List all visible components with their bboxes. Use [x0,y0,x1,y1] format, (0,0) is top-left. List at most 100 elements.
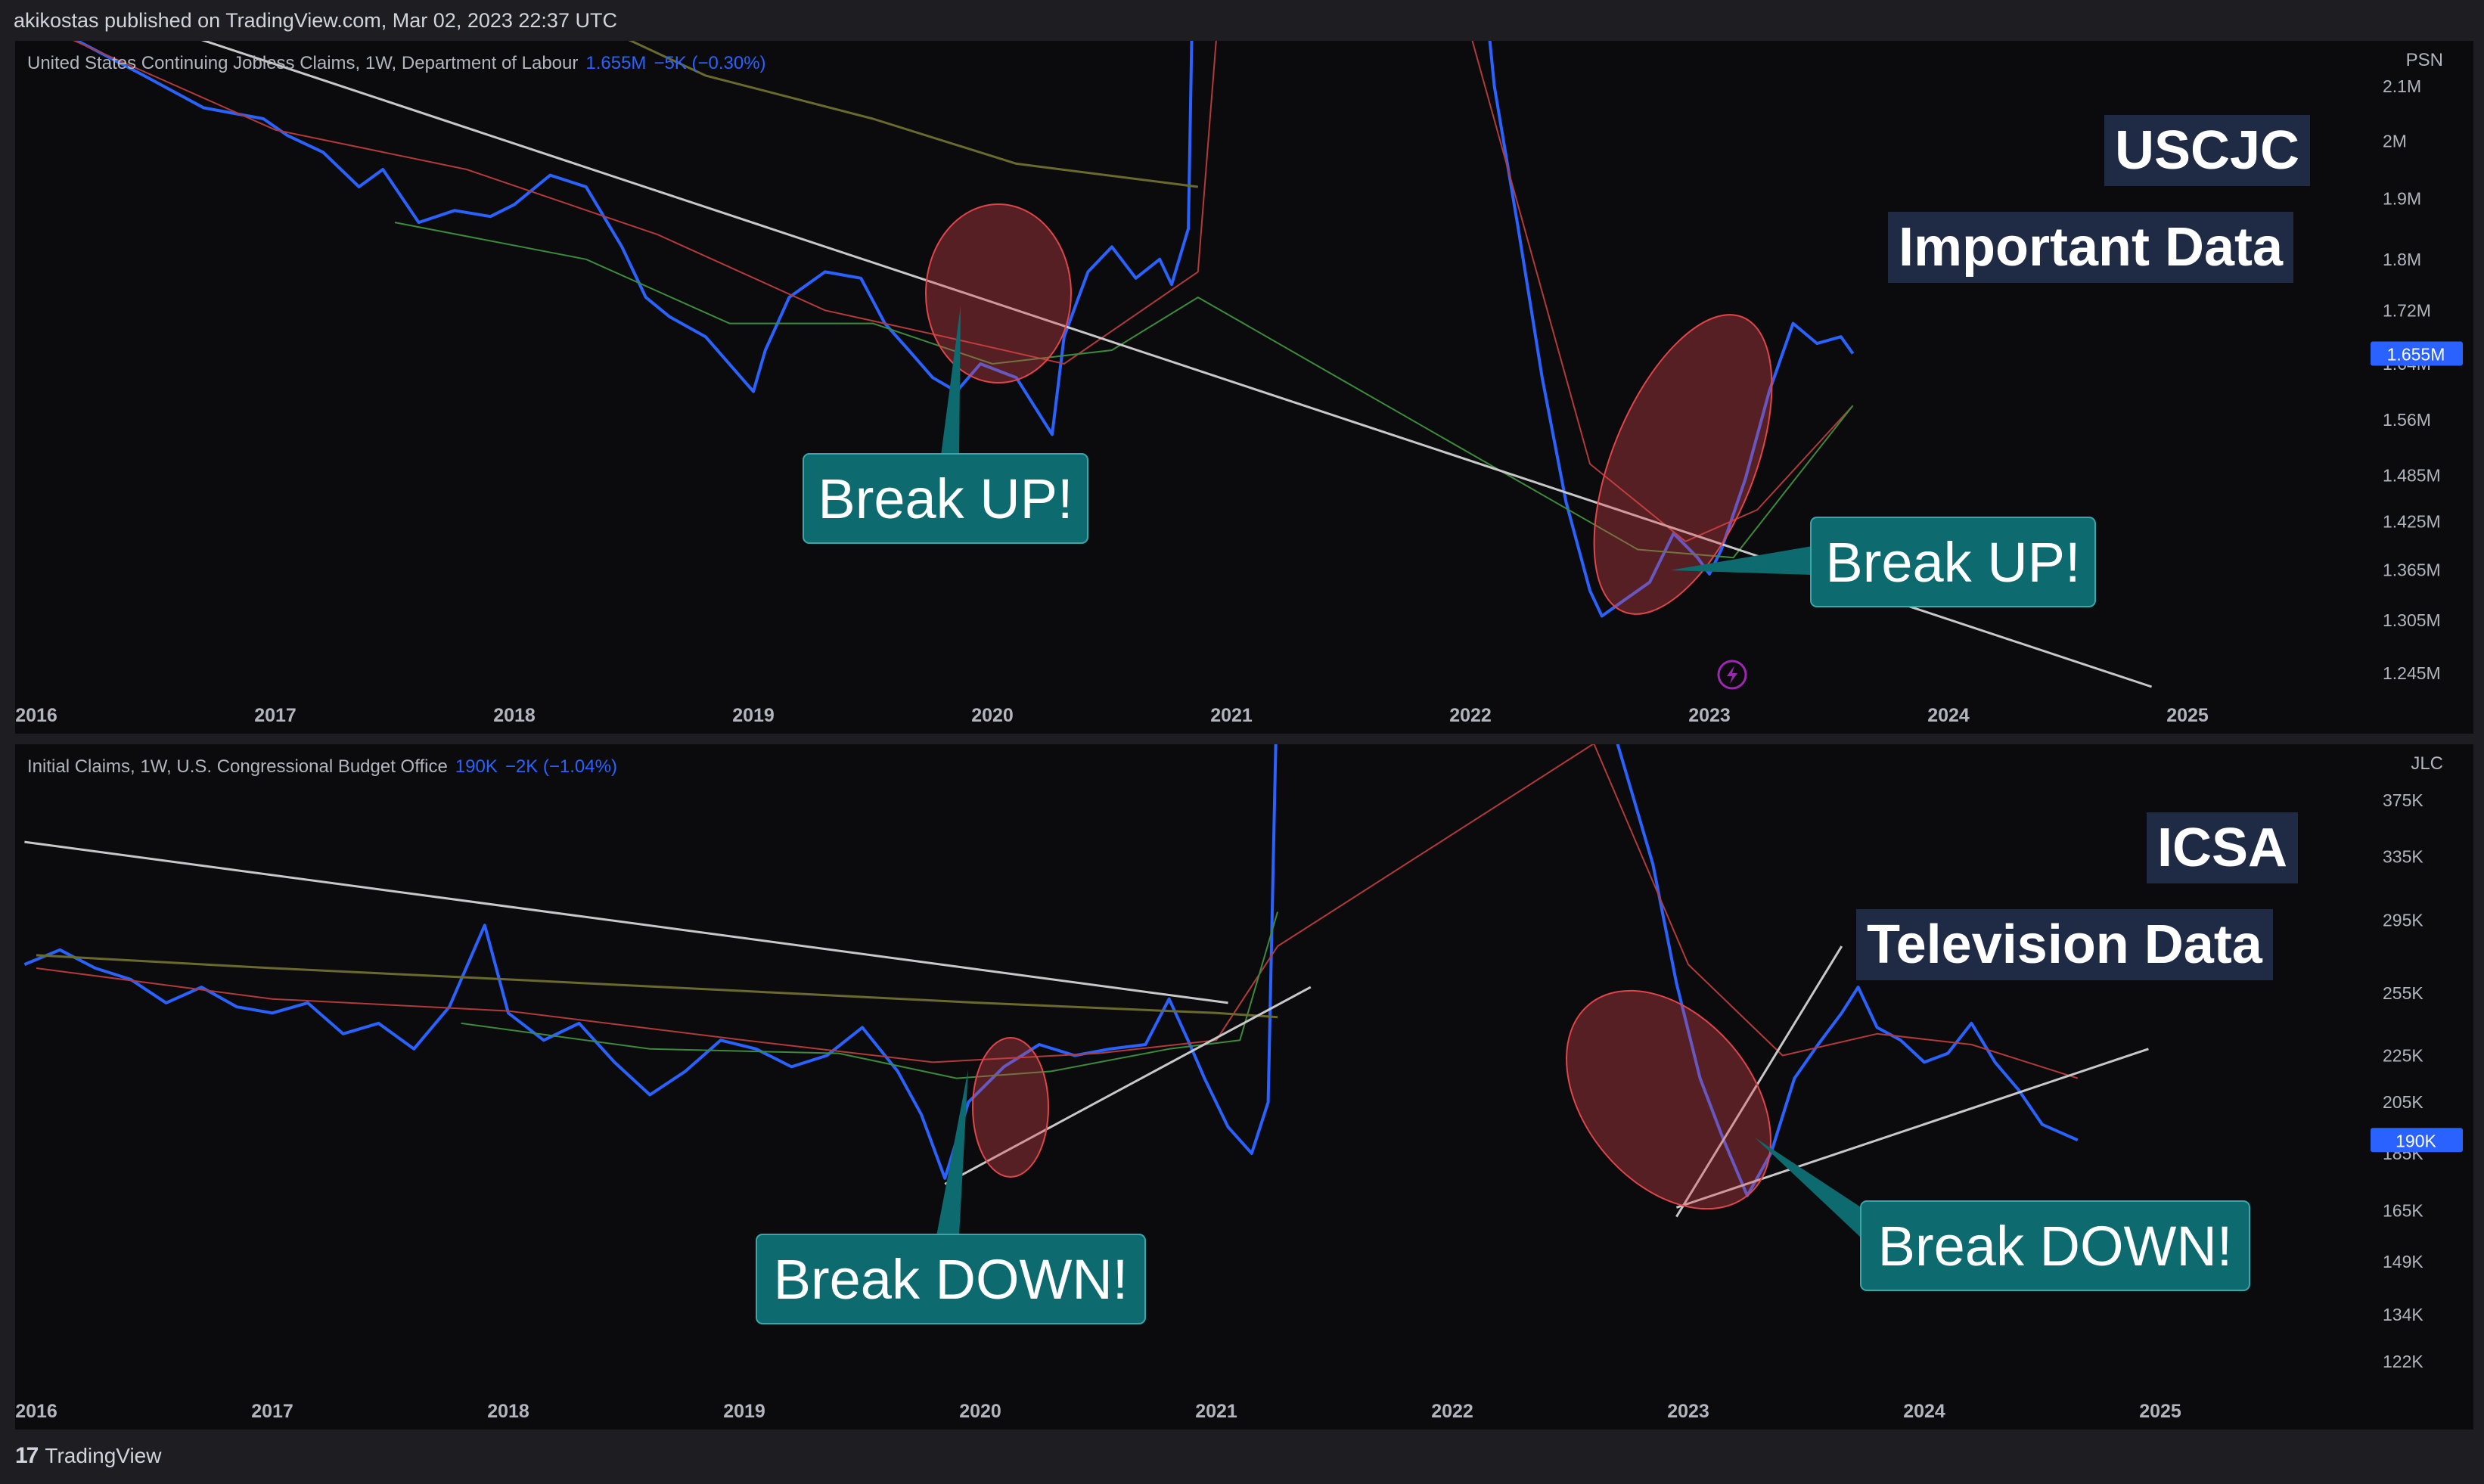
y-tick-label: 1.365M [2383,560,2441,579]
y-tick-label: 1.9M [2383,189,2421,209]
y-tick-label: 1.56M [2383,410,2431,430]
label-important-data: Important Data [1888,212,2294,283]
y-tick-label: 255K [2383,983,2423,1003]
callout-tail [1755,1138,1861,1237]
x-tick-label: 2021 [1210,705,1253,726]
highlight-ellipse [1593,314,1773,615]
chart-pane-icsa[interactable]: Break DOWN! Break DOWN! 375K 335K 295K 255K 22… [15,744,2473,1430]
y-tick-label: 2.1M [2383,76,2421,96]
x-tick-label: 2019 [732,705,775,726]
trendline [1675,945,1843,1218]
legend-uscjc[interactable]: United States Continuing Jobless Claims,… [27,53,766,74]
footer-bar: 17 TradingView [0,1430,2484,1484]
legend-value: 1.655M [585,53,647,73]
moving-average-long [36,954,1278,1019]
legend-name: Initial Claims, 1W, U.S. Congressional B… [27,756,448,777]
y-tick-label: 1.72M [2383,300,2431,320]
label-uscjc: USCJC [2104,115,2311,186]
label-television-data: Television Data [1856,909,2273,980]
moving-average-fast [73,41,1854,542]
moving-average-slow [461,911,1279,1079]
current-value-tag [2371,1128,2463,1153]
callout-label: Break UP! [818,467,1073,530]
current-value-tag [2371,341,2463,366]
current-value-label: 190K [2396,1131,2436,1150]
current-value-label: 1.655M [2387,344,2445,364]
callout-box [1860,1200,2250,1291]
brand-label: TradingView [45,1444,162,1467]
x-tick-label: 2017 [251,1401,293,1422]
legend-name: United States Continuing Jobless Claims,… [27,53,579,73]
y-tick-label: 1.245M [2383,663,2441,683]
callout-box [1810,517,2096,607]
legend-change: −2K (−1.04%) [505,756,617,777]
highlight-ellipse [1566,989,1771,1210]
callout-tail [936,1070,968,1236]
series-line [73,41,1855,618]
y-tick-label: 335K [2383,847,2423,867]
series-line [23,744,2079,1197]
x-tick-label: 2020 [959,1401,1001,1422]
axis-unit-label: JLC [2411,753,2443,774]
callout-label: Break UP! [1825,531,2080,594]
lightning-icon-glyph [1727,666,1737,684]
y-tick-label: 134K [2383,1305,2423,1324]
y-tick-label: 122K [2383,1352,2423,1371]
moving-average-slow [394,222,1854,559]
legend-change: −5K (−0.30%) [654,53,766,73]
x-tick-label: 2018 [487,1401,529,1422]
x-tick-label: 2024 [1927,705,1970,726]
tradingview-brand[interactable]: 17 TradingView [15,1443,161,1469]
chart-canvas-icsa[interactable]: Break DOWN! Break DOWN! 375K 335K 295K 255K 22… [15,744,2473,1430]
y-tick-label: 225K [2383,1046,2423,1066]
x-tick-label: 2018 [493,705,536,726]
axis-unit-label: PSN [2405,50,2443,70]
trendline [24,840,1228,1004]
callout-label: Break DOWN! [774,1248,1129,1311]
moving-average-fast [36,744,2079,1079]
x-tick-label: 2016 [15,1401,57,1422]
callout-box [803,453,1088,544]
callout-label: Break DOWN! [1878,1215,2233,1278]
y-tick-label: 205K [2383,1092,2423,1112]
plot-area [23,744,2149,1218]
x-tick-label: 2025 [2166,705,2209,726]
x-tick-label: 2017 [254,705,297,726]
y-tick-label: 1.305M [2383,610,2441,630]
tradingview-logo-icon: 17 [15,1443,39,1468]
y-tick-label: 295K [2383,911,2423,930]
highlight-ellipse [972,1037,1049,1178]
trendline [1675,1048,2149,1209]
y-tick-label: 2M [2383,131,2407,151]
x-tick-label: 2021 [1195,1401,1237,1422]
y-tick-label: 1.485M [2383,465,2441,485]
moving-average-long [628,41,1198,188]
y-tick-label: 1.8M [2383,250,2421,269]
label-icsa: ICSA [2147,812,2299,883]
legend-value: 190K [455,756,498,777]
y-tick-label: 1.425M [2383,512,2441,532]
lightning-icon [1717,660,1747,690]
x-tick-label: 2016 [15,705,57,726]
callout-tail [1670,546,1812,575]
chart-pane-uscjc[interactable]: Break UP! Break UP! 2.1M 2M 1.9M 1.8M 1.72M 1.6… [15,41,2473,734]
top-bar: akikostas published on TradingView.com, … [0,0,2484,42]
callout-tail [941,306,961,455]
y-tick-label: 165K [2383,1200,2423,1220]
y-tick-label: 375K [2383,790,2423,810]
x-tick-label: 2022 [1431,1401,1473,1422]
chart-canvas-uscjc[interactable]: Break UP! Break UP! 2.1M 2M 1.9M 1.8M 1.72M 1.6… [15,41,2473,734]
legend-icsa[interactable]: Initial Claims, 1W, U.S. Congressional B… [27,756,617,778]
highlight-ellipse [925,203,1072,383]
x-tick-label: 2022 [1449,705,1492,726]
x-tick-label: 2020 [971,705,1014,726]
callout-box [756,1234,1146,1324]
plot-area [73,41,2153,688]
trendline [944,986,1312,1185]
x-tick-label: 2023 [1688,705,1731,726]
x-tick-label: 2025 [2139,1401,2181,1422]
x-tick-label: 2024 [1903,1401,1945,1422]
y-tick-label: 149K [2383,1252,2423,1271]
x-tick-label: 2019 [723,1401,765,1422]
x-tick-label: 2023 [1667,1401,1709,1422]
